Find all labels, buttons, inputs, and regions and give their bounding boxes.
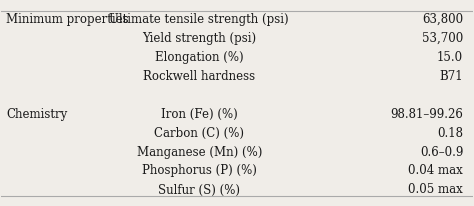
- Text: 0.6–0.9: 0.6–0.9: [420, 145, 463, 158]
- Text: Phosphorus (P) (%): Phosphorus (P) (%): [142, 164, 257, 177]
- Text: Yield strength (psi): Yield strength (psi): [142, 31, 256, 44]
- Text: 15.0: 15.0: [437, 50, 463, 63]
- Text: Iron (Fe) (%): Iron (Fe) (%): [161, 107, 237, 120]
- Text: 53,700: 53,700: [422, 31, 463, 44]
- Text: Chemistry: Chemistry: [6, 107, 67, 120]
- Text: 0.05 max: 0.05 max: [409, 183, 463, 195]
- Text: Carbon (C) (%): Carbon (C) (%): [155, 126, 244, 139]
- Text: Sulfur (S) (%): Sulfur (S) (%): [158, 183, 240, 195]
- Text: B71: B71: [439, 69, 463, 82]
- Text: 0.18: 0.18: [437, 126, 463, 139]
- Text: 98.81–99.26: 98.81–99.26: [390, 107, 463, 120]
- Text: Ultimate tensile strength (psi): Ultimate tensile strength (psi): [109, 13, 289, 25]
- Text: Manganese (Mn) (%): Manganese (Mn) (%): [137, 145, 262, 158]
- Text: Elongation (%): Elongation (%): [155, 50, 244, 63]
- Text: Rockwell hardness: Rockwell hardness: [143, 69, 255, 82]
- Text: 0.04 max: 0.04 max: [409, 164, 463, 177]
- Text: Minimum properties: Minimum properties: [6, 13, 129, 25]
- Text: 63,800: 63,800: [422, 13, 463, 25]
